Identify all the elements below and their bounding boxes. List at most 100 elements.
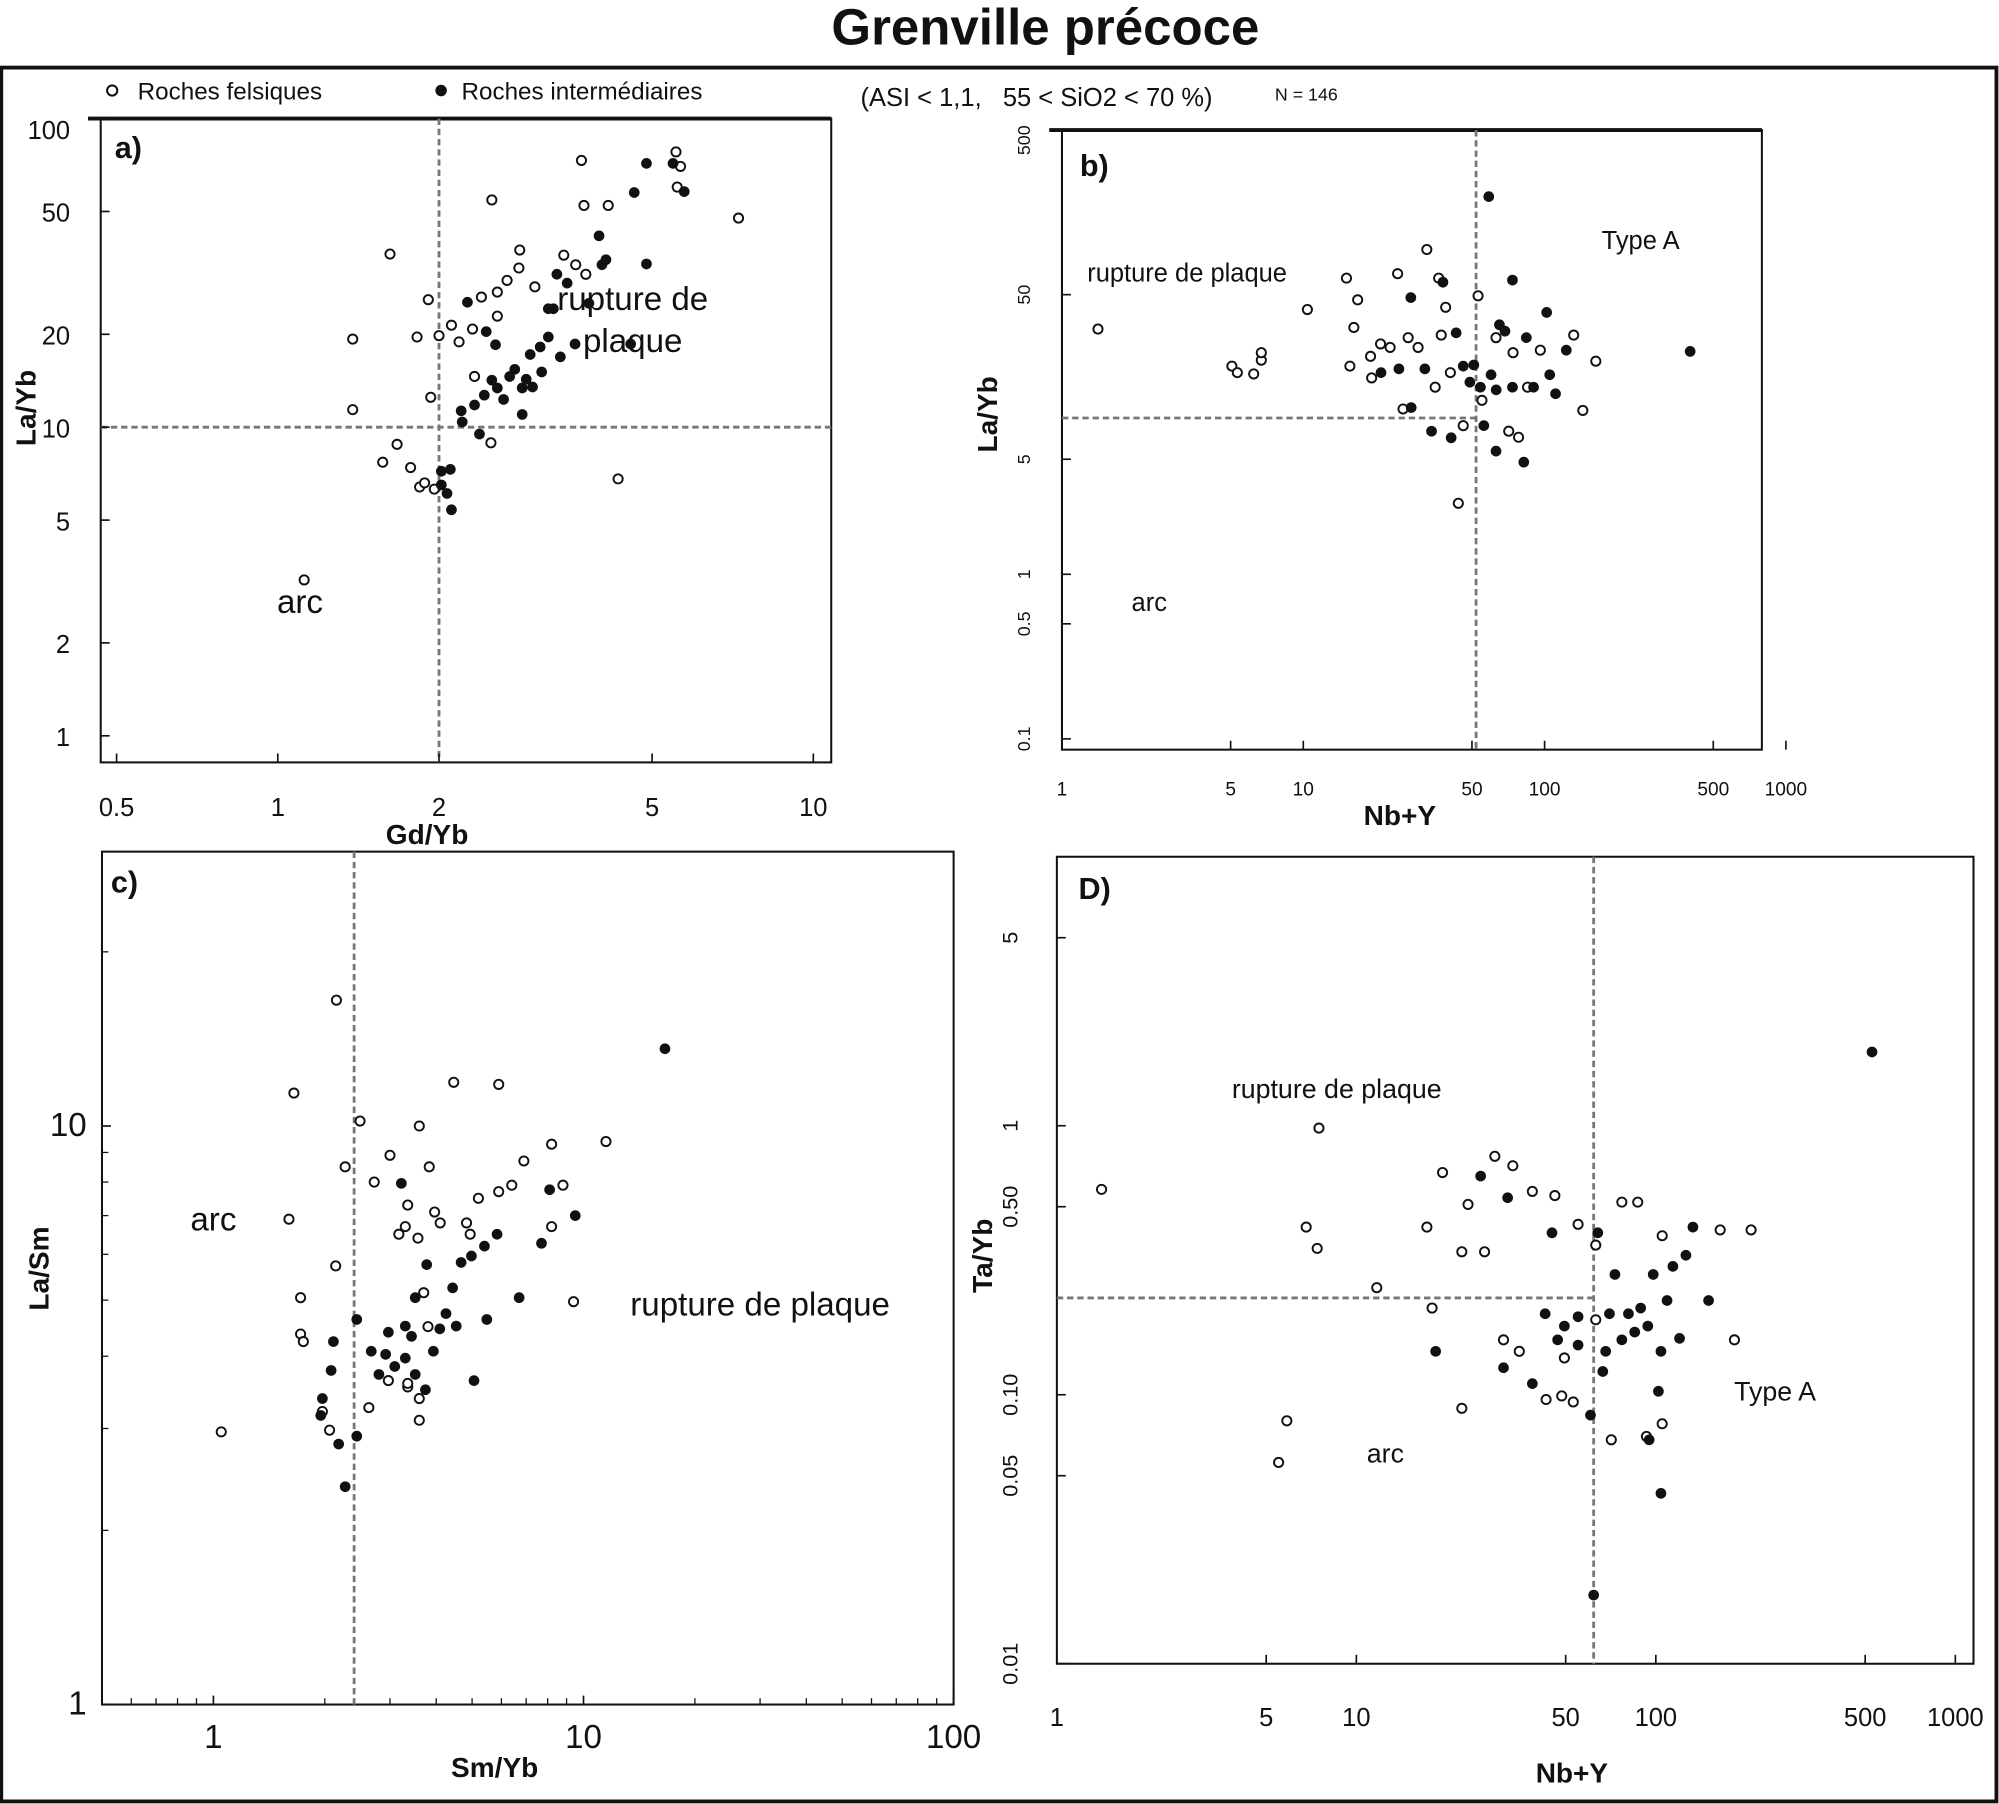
intermediate-point (1655, 1345, 1667, 1357)
x-tick-label: 1 (1050, 1704, 1064, 1732)
intermediate-point (399, 1352, 411, 1364)
y-tick-label: 50 (42, 200, 70, 228)
felsic-point (1412, 341, 1424, 353)
y-tick-label: 0.01 (997, 1643, 1022, 1685)
felsic-point (602, 199, 614, 212)
intermediate-point (469, 399, 480, 411)
felsic-point (580, 268, 592, 280)
intermediate-point (641, 158, 652, 169)
y-tick-label: 0.10 (997, 1374, 1022, 1416)
intermediate-point (456, 416, 468, 428)
intermediate-point (1597, 1366, 1609, 1377)
intermediate-point (561, 277, 573, 289)
felsic-point (405, 462, 417, 474)
felsic-point (1255, 347, 1267, 359)
felsic-point (1605, 1434, 1617, 1446)
intermediate-point (1475, 381, 1486, 393)
y-tick-label: 5 (997, 932, 1022, 944)
felsic-point (1497, 1334, 1510, 1346)
intermediate-point (1546, 1227, 1558, 1239)
intermediate-point (1604, 1308, 1615, 1320)
felsic-point (1556, 1390, 1568, 1402)
legend-intermediate-label: Roches intermédiaires (462, 78, 703, 105)
intermediate-point (542, 303, 554, 315)
intermediate-point (641, 258, 652, 270)
y-tick-label: 100 (28, 117, 71, 145)
felsic-point (1392, 268, 1404, 280)
field-annotation: arc (190, 1201, 236, 1238)
felsic-point (1426, 1302, 1438, 1314)
intermediate-point (1588, 1589, 1600, 1601)
field-annotation: rupture de plaque (630, 1287, 890, 1324)
felsic-point (288, 1087, 300, 1099)
intermediate-point (1629, 1326, 1641, 1338)
felsic-point (1273, 1456, 1285, 1469)
felsic-point (575, 154, 587, 166)
intermediate-point (1464, 376, 1476, 388)
intermediate-point (667, 158, 679, 169)
felsic-point (1462, 1198, 1474, 1210)
intermediate-point (593, 230, 605, 242)
felsic-point (347, 404, 359, 416)
intermediate-point (1502, 1192, 1513, 1204)
intermediate-point (527, 381, 538, 393)
felsic-point (501, 274, 513, 286)
felsic-point (384, 248, 396, 260)
panel-label: b) (1080, 149, 1109, 183)
intermediate-point (1490, 384, 1502, 396)
intermediate-point (659, 1043, 671, 1055)
felsic-point (418, 1287, 430, 1299)
felsic-point (600, 1135, 612, 1148)
felsic-point (1507, 347, 1519, 359)
felsic-point (1248, 368, 1260, 380)
felsic-point (1421, 243, 1433, 256)
intermediate-point (1405, 292, 1417, 303)
x-tick-label: 50 (1552, 1704, 1580, 1732)
x-tick-label: 10 (1342, 1704, 1370, 1732)
felsic-point (448, 1076, 460, 1088)
field-annotation: rupture de plaque (1087, 260, 1287, 288)
intermediate-point (447, 1282, 458, 1294)
intermediate-point (1616, 1334, 1628, 1346)
y-tick-label: 0.05 (997, 1455, 1022, 1497)
felsic-point (412, 1232, 424, 1244)
felsic-point (1348, 321, 1360, 333)
intermediate-point (435, 479, 447, 491)
felsic-point (1577, 404, 1589, 416)
intermediate-point (1552, 1334, 1563, 1346)
x-axis-label: Sm/Yb (451, 1752, 538, 1783)
felsic-series (1092, 243, 1602, 509)
felsic-point (1490, 332, 1502, 344)
intermediate-point (583, 297, 595, 309)
intermediate-point (1457, 360, 1469, 372)
y-axis-label: La/Yb (11, 370, 42, 446)
legend-sample-count: N = 146 (1275, 85, 1338, 105)
intermediate-point (1450, 327, 1462, 339)
intermediate-point (435, 465, 447, 477)
intermediate-point (399, 1320, 411, 1332)
felsic-point (1352, 294, 1364, 306)
intermediate-point (380, 1348, 391, 1360)
legend: Roches felsiques Roches intermédiaires (… (106, 78, 1338, 112)
felsic-point (1590, 355, 1602, 367)
field-annotation: arc (277, 584, 323, 621)
felsic-point (354, 1115, 366, 1127)
felsic-point (486, 194, 498, 206)
intermediate-point (468, 1375, 480, 1386)
figure-frame (0, 65, 1999, 1804)
y-tick-label: 1 (997, 1120, 1022, 1132)
felsic-point (1489, 1150, 1501, 1162)
felsic-point (391, 438, 403, 450)
intermediate-point (491, 1228, 503, 1240)
x-tick-label: 5 (1259, 1704, 1273, 1732)
intermediate-point (455, 1257, 467, 1268)
intermediate-point (389, 1361, 401, 1372)
felsic-point (1231, 367, 1243, 379)
field-annotation: Type A (1734, 1377, 1816, 1407)
y-tick-label: 0.5 (1014, 611, 1034, 636)
felsic-point (382, 1375, 394, 1387)
intermediate-point (524, 349, 536, 360)
intermediate-series (1430, 1046, 1878, 1601)
y-tick-label: 20 (42, 322, 70, 350)
felsic-point (1429, 381, 1441, 393)
